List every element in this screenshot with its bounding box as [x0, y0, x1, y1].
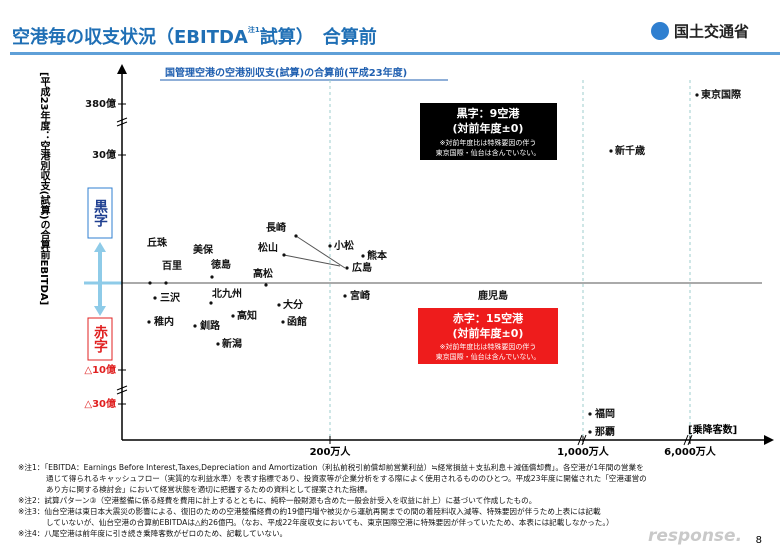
arrow — [94, 242, 106, 316]
dot — [282, 253, 286, 257]
airport-label: 鹿児島 — [478, 289, 508, 302]
note-line: ※注1：「EBITDA：Earnings Before Interest,Tax… — [18, 462, 644, 472]
y-axis-label: [平成23年度：空港別収支(試算)の合算前EBITDA] — [38, 72, 51, 305]
logo-icon — [651, 22, 669, 40]
break — [116, 117, 128, 127]
box-note: 東京国際・仙台は含んでいない。 — [436, 148, 541, 157]
airport-label: 稚内 — [154, 315, 174, 328]
dot — [695, 93, 699, 97]
dot — [343, 294, 347, 298]
airport-label: 高知 — [237, 309, 257, 322]
x-axis-label: [乗降客数] — [688, 423, 737, 436]
x-arrow — [764, 435, 774, 445]
note-line: していないが、仙台空港の合算前EBITDAは△約26億円。（なお、平成22年度収… — [46, 517, 614, 527]
loss-label: 赤字 — [92, 325, 108, 354]
box-title: 黒字：9空港 — [457, 106, 521, 120]
airport-label: 高松 — [253, 267, 273, 280]
box-note: 東京国際・仙台は含んでいない。 — [436, 352, 541, 361]
dot — [277, 303, 281, 307]
y-tick-label: 380億 — [85, 97, 116, 110]
dot — [153, 296, 157, 300]
airport-label: 函館 — [287, 315, 307, 328]
airport-label: 北九州 — [212, 287, 242, 300]
airport-label: 大分 — [283, 298, 303, 311]
box-note: ※対前年度比は特殊要因の伴う — [440, 138, 537, 147]
dot — [609, 149, 613, 153]
y-tick-label: 30億 — [92, 148, 116, 161]
note-mark: 注1 — [248, 25, 260, 34]
note-line: ※注2：試算パターン③（空港整備に係る経費を費用に計上するとともに、純粋一般財源… — [18, 495, 536, 505]
airport-label: 那覇 — [595, 426, 615, 438]
airport-label: 百里 — [162, 260, 182, 272]
dot — [164, 281, 168, 285]
page-number: 8 — [756, 535, 762, 546]
airport-label: 広島 — [352, 261, 372, 274]
box-note: ※対前年度比は特殊要因の伴う — [440, 342, 537, 351]
profit-label: 黒字 — [92, 199, 108, 228]
airport-label: 長崎 — [266, 221, 286, 234]
airport-label: 釧路 — [200, 319, 221, 332]
dot — [209, 301, 213, 305]
y-tick-label: △30億 — [84, 397, 116, 410]
note-line: あり方に関する検討会」において経営状態を適切に把握するための資料として提案された… — [46, 484, 372, 494]
loss-box — [418, 308, 558, 364]
dot — [294, 234, 298, 238]
note-line: 通じて得られるキャッシュフロー（実質的な利益水準）を表す指標であり、投資家等が企… — [46, 473, 647, 483]
dot — [216, 342, 220, 346]
airport-label: 小松 — [333, 239, 354, 252]
title-rule — [10, 52, 780, 55]
airport-label: 宮崎 — [350, 289, 370, 302]
logo: 国土交通省 — [674, 23, 749, 41]
profit-label-box — [87, 187, 113, 239]
airport-label: 新潟 — [222, 337, 242, 350]
loss-label-box — [87, 317, 113, 361]
title-text: 空港毎の収支状況（EBITDA — [12, 26, 248, 48]
title: 空港毎の収支状況（EBITDA注1試算） 合算前 — [12, 25, 377, 48]
dot — [264, 283, 268, 287]
dot — [345, 266, 349, 270]
box-title: 赤字：15空港 — [453, 311, 524, 325]
title-text: 試算） 合算前 — [260, 26, 377, 48]
airport-label: 東京国際 — [701, 88, 741, 101]
dot — [328, 244, 332, 248]
leader — [283, 254, 341, 267]
dot — [210, 275, 214, 279]
dot — [361, 254, 365, 258]
break — [116, 385, 128, 395]
dot — [148, 281, 152, 285]
airport-label: 三沢 — [160, 291, 181, 304]
airport-label: 美保 — [193, 243, 214, 256]
dot — [588, 412, 592, 416]
airport-label: 熊本 — [367, 249, 388, 262]
note-line: ※注4：八尾空港は前年度に引き続き乗降客数がゼロのため、記載していない。 — [18, 528, 287, 538]
chart-title: 国管理空港の空港別収支(試算)の合算前(平成23年度) — [165, 66, 407, 79]
dot — [147, 320, 151, 324]
profit-box — [420, 103, 557, 160]
note-line: ※注3：仙台空港は東日本大震災の影響による、復旧のための空港整備経費の約19億円… — [18, 506, 601, 516]
airport-label: 新千歳 — [615, 144, 645, 157]
leader — [295, 235, 346, 269]
x-tick-label: 6,000万人 — [664, 445, 717, 458]
airport-label: 松山 — [258, 241, 278, 254]
dot — [193, 324, 197, 328]
box-sub: (対前年度±0) — [453, 121, 524, 135]
x-tick-label: 200万人 — [310, 445, 352, 458]
dot — [281, 320, 285, 324]
dot — [231, 314, 235, 318]
watermark: response. — [648, 526, 742, 546]
airport-label: 徳島 — [210, 258, 231, 271]
x-tick-label: 1,000万人 — [557, 445, 610, 458]
y-tick-label: △10億 — [84, 363, 116, 376]
box-sub: (対前年度±0) — [453, 326, 524, 340]
airport-label: 丘珠 — [147, 236, 168, 249]
guides — [329, 80, 691, 440]
y-arrow — [117, 64, 127, 74]
dot — [588, 430, 592, 434]
airport-label: 福岡 — [594, 407, 615, 420]
